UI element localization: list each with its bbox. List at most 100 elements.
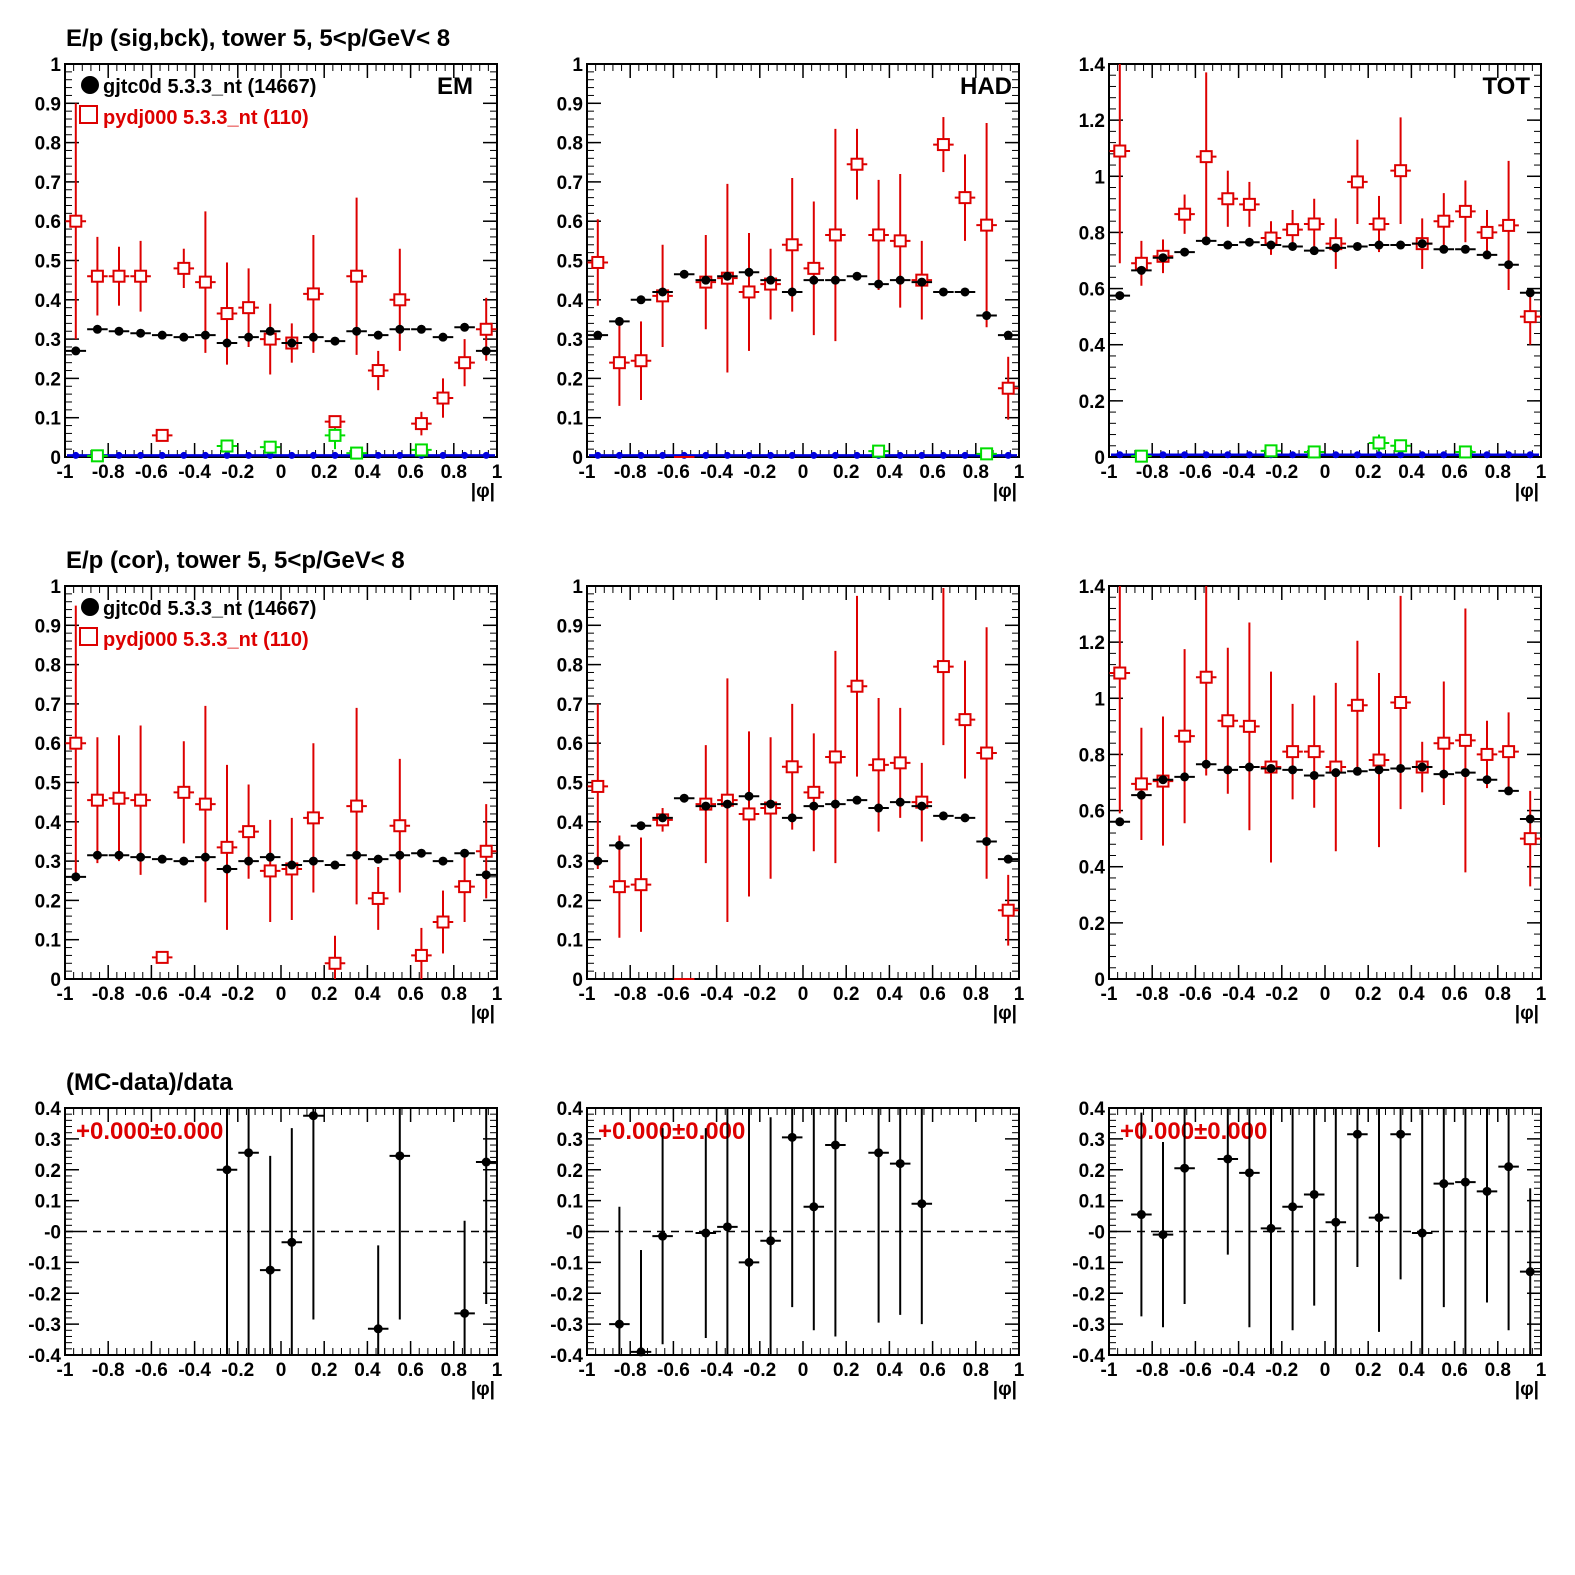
x-tick-label: 0.8 (1485, 462, 1511, 483)
data-point (938, 287, 948, 297)
data-point (222, 338, 232, 348)
y-tick-label: 0.5 (557, 252, 584, 273)
x-tick-label: -0.2 (1265, 1360, 1298, 1381)
x-tick-label: 1 (1014, 462, 1025, 483)
data-point (482, 451, 490, 459)
data-point (1483, 451, 1491, 459)
data-point (1158, 1230, 1168, 1240)
x-tick-label: -1 (1101, 984, 1118, 1005)
x-tick-label: 0.2 (311, 984, 337, 1005)
y-tick-label: 0.1 (557, 1192, 584, 1213)
data-point (244, 332, 254, 342)
y-tick-label: 0.8 (1079, 745, 1105, 766)
x-tick-label: 0.4 (354, 984, 381, 1005)
data-point (1201, 759, 1211, 769)
data-point (1331, 768, 1341, 778)
data-point (766, 275, 776, 285)
y-tick-label: 0.4 (1079, 336, 1106, 357)
data-point (809, 1202, 819, 1212)
data-point (722, 1222, 732, 1232)
x-tick-label: 0.6 (397, 1360, 423, 1381)
x-tick-label: 0.2 (1355, 462, 1381, 483)
x-tick-label: -0.2 (1265, 984, 1298, 1005)
mc-point (177, 261, 191, 275)
x-tick-label: 0 (798, 984, 809, 1005)
data-point (265, 852, 275, 862)
y-tick-label: 0.6 (35, 734, 61, 755)
y-tick-label: -0.2 (28, 1284, 61, 1305)
series-1 (65, 103, 497, 442)
y-tick-label: 0.8 (557, 134, 583, 155)
data-point (330, 336, 340, 346)
x-tick-label: -0.8 (1136, 984, 1169, 1005)
x-tick-label: 0.4 (876, 984, 903, 1005)
data-point (874, 1148, 884, 1158)
data-point (1116, 451, 1124, 459)
data-point (287, 860, 297, 870)
mc-point (1242, 719, 1256, 733)
x-tick-label: 0.8 (1485, 1360, 1511, 1381)
data-point (1244, 1168, 1254, 1178)
data-point (1374, 765, 1384, 775)
data-point (1266, 763, 1276, 773)
mc-point (893, 756, 907, 770)
y-tick-label: 1 (1094, 689, 1105, 710)
data-point (766, 799, 776, 809)
data-point (1460, 1177, 1470, 1187)
plot-panel-2: -1 -0.8 -0.6 -0.4 -0.2 0 0.2 0.4 0.6 0.8 1 0 0.2 0.4 0… (1079, 55, 1547, 502)
y-tick-label: 0 (50, 448, 61, 469)
data-point (115, 451, 123, 459)
data-point (136, 328, 146, 338)
data-point (1224, 451, 1232, 459)
mc-point (958, 713, 972, 727)
data-point (658, 1231, 668, 1241)
data-point (744, 1257, 754, 1267)
x-tick-label: 0.6 (397, 984, 423, 1005)
y-tick-label: -0.2 (550, 1284, 583, 1305)
mc-point (263, 440, 277, 454)
series-0 (1109, 759, 1541, 827)
y-tick-label: 0.3 (557, 852, 583, 873)
mc-point (807, 261, 821, 275)
plot-frame (586, 585, 1020, 980)
y-tick-label: 0.7 (557, 695, 583, 716)
data-point (374, 451, 382, 459)
y-tick-label: 0.9 (35, 616, 61, 637)
data-point (788, 451, 796, 459)
y-tick-label: 0.1 (35, 409, 62, 430)
mc-point (393, 293, 407, 307)
data-point (852, 795, 862, 805)
data-point (438, 856, 448, 866)
mc-point (155, 428, 169, 442)
mc-point (155, 950, 169, 964)
mc-point (612, 880, 626, 894)
x-tick-label: -0.2 (743, 1360, 776, 1381)
mc-point (893, 234, 907, 248)
y-tick-label: 0.4 (557, 1099, 584, 1120)
series-0 (216, 1108, 497, 1355)
data-point (1202, 451, 1210, 459)
data-point (895, 797, 905, 807)
x-tick-label: 0.2 (311, 1360, 337, 1381)
mc-point (1221, 192, 1235, 206)
mc-point (1307, 445, 1321, 459)
mc-point (1502, 218, 1516, 232)
legend-mc-label: pydj000 5.3.3_nt (110) (103, 107, 309, 129)
data-point (287, 1237, 297, 1247)
mc-point (242, 301, 256, 315)
mc-point (872, 444, 886, 458)
plot-panel-4: -1 -0.8 -0.6 -0.4 -0.2 0 0.2 0.4 0.6 0.8 1 0 0.1 0.2 0… (557, 577, 1025, 1024)
x-tick-label: 0 (276, 462, 287, 483)
mc-point (936, 660, 950, 674)
mc-point (350, 269, 364, 283)
data-point (308, 332, 318, 342)
data-point (1440, 451, 1448, 459)
data-point (331, 451, 339, 459)
data-point (416, 848, 426, 858)
data-point (614, 1319, 624, 1329)
mc-point (634, 354, 648, 368)
data-point (1460, 768, 1470, 778)
x-tick-label: -1 (1101, 1360, 1118, 1381)
data-point (1504, 260, 1514, 270)
x-tick-label: -0.6 (657, 462, 690, 483)
